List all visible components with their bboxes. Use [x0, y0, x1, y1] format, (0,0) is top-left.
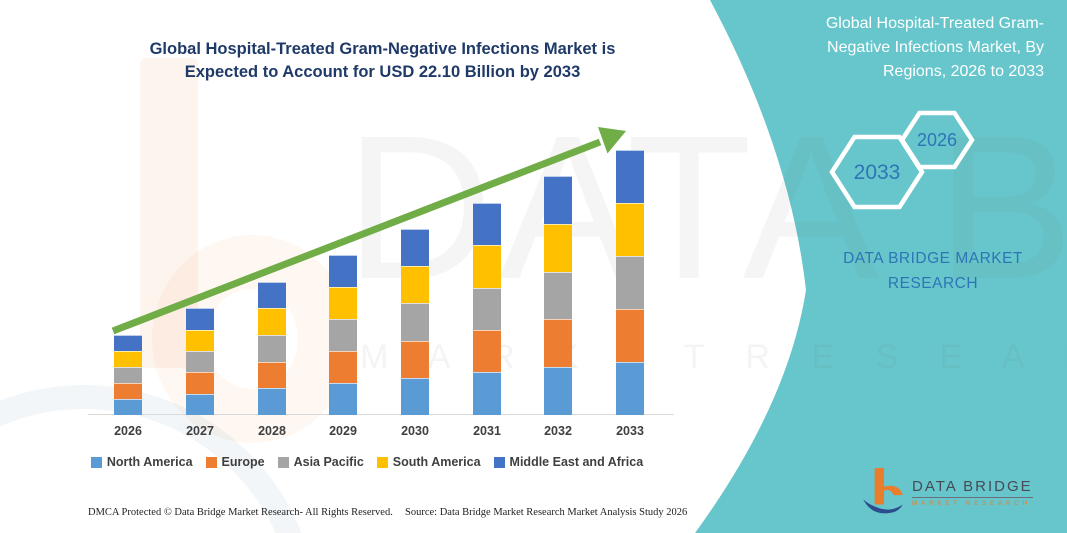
legend-swatch-icon [90, 456, 102, 468]
hexagon-2033-label: 2033 [854, 161, 901, 184]
x-axis-label-2026: 2026 [114, 424, 142, 438]
stacked-bar-2033 [616, 149, 644, 415]
bar-segment-middle-east-and-africa [616, 149, 644, 203]
bar-segment-north-america [186, 393, 214, 415]
legend-item-asia-pacific: Asia Pacific [277, 455, 364, 469]
legend-item-europe: Europe [205, 455, 265, 469]
legend-label: Europe [221, 455, 265, 469]
dbmr-logo: DATA BRIDGE MARKET RESEARCH [862, 468, 1033, 516]
stacked-bar-2027 [186, 308, 214, 415]
bar-segment-middle-east-and-africa [401, 229, 429, 267]
bar-segment-middle-east-and-africa [258, 281, 286, 309]
footer-dmca-text: DMCA Protected © Data Bridge Market Rese… [88, 507, 393, 518]
stacked-bar-2026 [114, 334, 142, 415]
bar-segment-asia-pacific [329, 319, 357, 352]
bar-segment-south-america [329, 287, 357, 320]
x-axis-label-2032: 2032 [544, 424, 572, 438]
bar-segment-europe [401, 340, 429, 378]
side-panel-heading: Global Hospital-Treated Gram- Negative I… [778, 12, 1044, 84]
dbmr-logo-icon [863, 468, 903, 514]
bar-segment-asia-pacific [114, 366, 142, 383]
legend-swatch-icon [277, 456, 289, 468]
dbmr-logo-title: DATA BRIDGE [912, 478, 1033, 498]
stacked-bar-2030 [401, 229, 429, 415]
bar-segment-south-america [544, 223, 572, 272]
bar-segment-north-america [401, 377, 429, 415]
bar-segment-north-america [329, 383, 357, 415]
x-axis-label-2033: 2033 [616, 424, 644, 438]
x-axis-label-2031: 2031 [473, 424, 501, 438]
bar-segment-europe [544, 319, 572, 368]
side-panel-heading-line2: Negative Infections Market, By [827, 39, 1044, 56]
bar-segment-asia-pacific [258, 335, 286, 362]
x-axis-label-2027: 2027 [186, 424, 214, 438]
bar-segment-asia-pacific [616, 255, 644, 309]
bar-segment-asia-pacific [473, 287, 501, 330]
bar-segment-asia-pacific [401, 303, 429, 341]
bar-segment-europe [258, 361, 286, 389]
bar-segment-north-america [114, 398, 142, 415]
bar-segment-europe [186, 372, 214, 394]
x-axis-line [88, 414, 674, 415]
chart-title-line1: Global Hospital-Treated Gram-Negative In… [149, 40, 616, 58]
bar-segment-middle-east-and-africa [473, 202, 501, 246]
bar-segment-middle-east-and-africa [544, 176, 572, 224]
stacked-bar-2032 [544, 176, 572, 415]
hexagon-badges: 2026 2033 [829, 110, 975, 210]
side-panel-heading-line3: Regions, 2026 to 2033 [882, 63, 1044, 80]
bar-segment-europe [114, 382, 142, 399]
bar-segment-north-america [258, 388, 286, 415]
side-panel-heading-line1: Global Hospital-Treated Gram- [825, 15, 1044, 32]
x-axis-label-2029: 2029 [329, 424, 357, 438]
bar-segment-middle-east-and-africa [114, 334, 142, 351]
footer-source-text: Source: Data Bridge Market Research Mark… [405, 507, 688, 518]
bar-segment-middle-east-and-africa [186, 308, 214, 330]
bar-segment-europe [616, 308, 644, 362]
dbmr-logo-subtitle: MARKET RESEARCH [912, 499, 1031, 507]
bar-segment-south-america [114, 350, 142, 367]
stacked-bar-2029 [329, 255, 357, 415]
hexagon-2026-label: 2026 [917, 130, 957, 150]
legend-item-north-america: North America [90, 455, 193, 469]
bar-segment-north-america [473, 372, 501, 415]
legend-swatch-icon [493, 456, 505, 468]
hexagon-2033-outline [829, 134, 925, 210]
legend-item-middle-east-and-africa: Middle East and Africa [493, 455, 644, 469]
chart-title-line2: Expected to Account for USD 22.10 Billio… [184, 63, 581, 81]
bar-segment-south-america [186, 329, 214, 351]
bar-segment-asia-pacific [544, 271, 572, 320]
legend-label: North America [106, 455, 193, 469]
bar-segment-south-america [616, 202, 644, 256]
bar-segment-south-america [258, 308, 286, 336]
legend-swatch-icon [376, 456, 388, 468]
chart-legend: North America Europe Asia Pacific South Ame… [86, 455, 648, 469]
bar-segment-middle-east-and-africa [329, 255, 357, 288]
bar-segment-asia-pacific [186, 350, 214, 373]
x-axis-label-2028: 2028 [258, 424, 286, 438]
bar-segment-north-america [544, 367, 572, 415]
x-axis-label-2030: 2030 [401, 424, 429, 438]
chart-title: Global Hospital-Treated Gram-Negative In… [110, 38, 655, 84]
legend-label: Middle East and Africa [509, 455, 644, 469]
bar-segment-north-america [616, 361, 644, 415]
bar-segment-south-america [473, 245, 501, 288]
dbmr-logo-text: DATA BRIDGE MARKET RESEARCH [912, 478, 1033, 507]
legend-swatch-icon [205, 456, 217, 468]
bar-segment-europe [329, 351, 357, 384]
bar-segment-south-america [401, 266, 429, 304]
legend-label: South America [392, 455, 481, 469]
stacked-bar-2028 [258, 281, 286, 415]
side-panel-brand-text: DATA BRIDGE MARKET RESEARCH [843, 250, 1023, 292]
bar-segment-europe [473, 330, 501, 373]
stacked-bar-2031 [473, 202, 501, 415]
legend-item-south-america: South America [376, 455, 481, 469]
legend-label: Asia Pacific [293, 455, 364, 469]
